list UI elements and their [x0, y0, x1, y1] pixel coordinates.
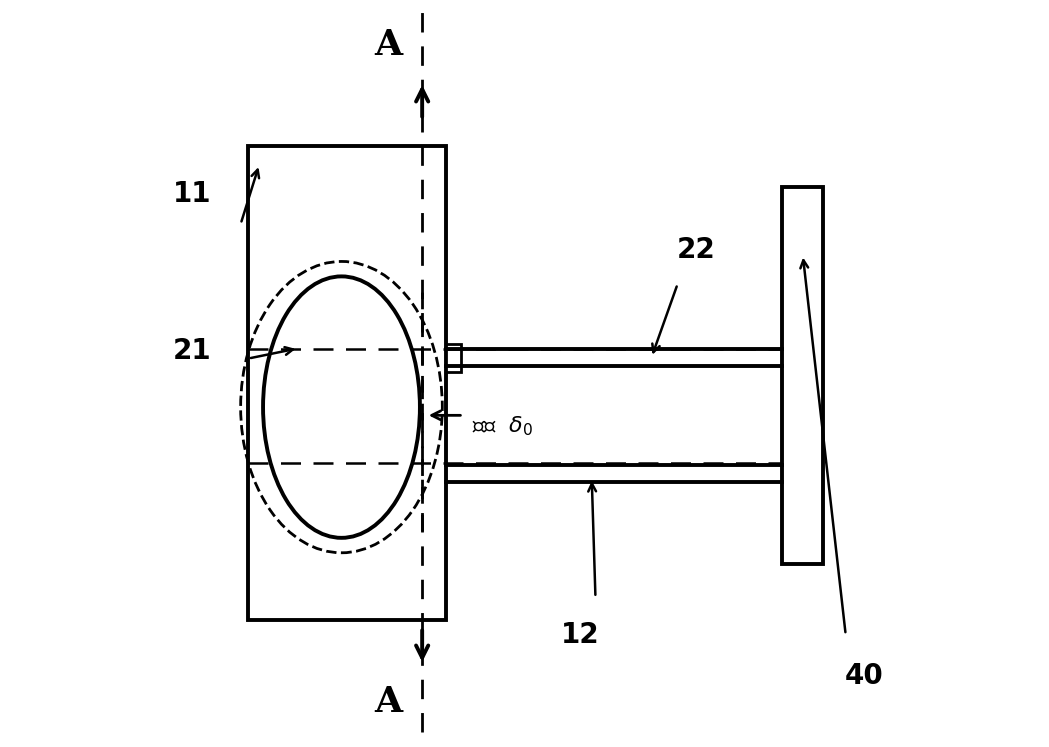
Text: A: A	[374, 685, 403, 719]
Text: A: A	[374, 28, 403, 62]
Text: 12: 12	[561, 621, 600, 649]
Text: 22: 22	[677, 236, 715, 264]
Text: 21: 21	[173, 337, 212, 365]
Text: 间隙  $\delta_0$: 间隙 $\delta_0$	[472, 414, 534, 438]
Text: 11: 11	[173, 180, 211, 208]
Polygon shape	[446, 344, 461, 372]
Text: 40: 40	[845, 662, 883, 690]
